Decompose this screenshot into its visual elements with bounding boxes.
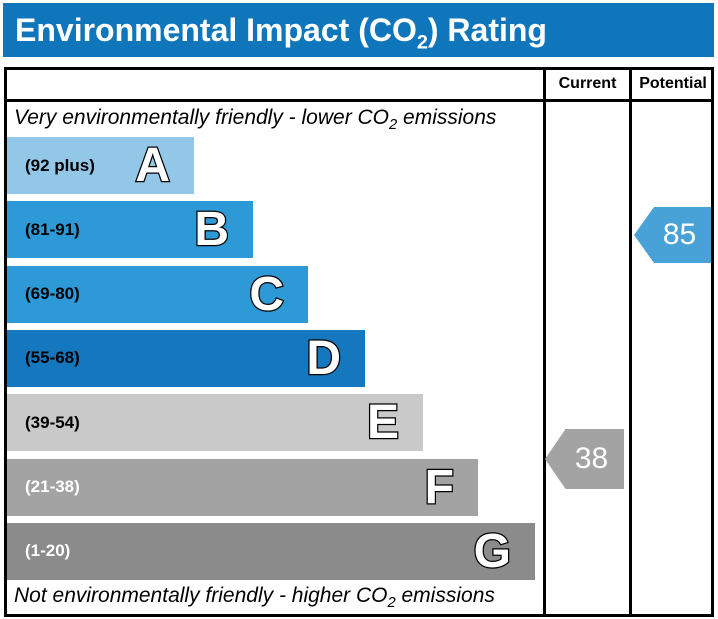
band-range-label: (81-91) <box>25 219 80 239</box>
band-letter: C <box>248 266 285 322</box>
band-range-label: (1-20) <box>25 541 71 561</box>
band-bar-g: (1-20) G <box>7 522 535 580</box>
title-subscript: 2 <box>416 30 428 53</box>
note-subscript: 2 <box>389 117 398 134</box>
band-range-label: (21-38) <box>25 477 80 497</box>
potential-rating-arrow: 85 <box>634 207 711 263</box>
current-rating-value: 38 <box>574 442 609 475</box>
page-title: Environmental Impact (CO2) Rating <box>15 11 547 53</box>
band-range-label: (39-54) <box>25 412 80 432</box>
top-note: Very environmentally friendly - lower CO… <box>14 106 497 134</box>
band-bar-f: (21-38) F <box>7 458 478 516</box>
potential-column-divider <box>629 67 632 617</box>
band-range-label: (69-80) <box>25 284 80 304</box>
current-column-divider <box>543 67 546 617</box>
band-bar-e: (39-54) E <box>7 394 423 452</box>
bottom-note: Not environmentally friendly - higher CO… <box>14 584 495 612</box>
band-bar-a: (92 plus) A <box>7 137 194 194</box>
header-row-divider <box>4 99 714 102</box>
current-column-header: Current <box>558 75 617 92</box>
band-bar-d: (55-68) D <box>7 329 365 387</box>
band-letter: E <box>366 395 401 451</box>
band-letter: B <box>193 202 230 258</box>
band-range-label: (92 plus) <box>25 155 95 175</box>
band-letter: G <box>472 524 512 580</box>
band-letter: D <box>305 331 342 387</box>
chart-title-banner: Environmental Impact (CO2) Rating <box>3 3 714 57</box>
potential-rating-value: 85 <box>662 218 697 251</box>
band-bar-b: (81-91) B <box>7 201 253 259</box>
potential-column-header: Potential <box>639 75 707 92</box>
band-letter: A <box>134 138 171 194</box>
chart-border-frame <box>4 67 714 617</box>
note-subscript: 2 <box>387 595 396 612</box>
band-range-label: (55-68) <box>25 348 80 368</box>
band-letter: F <box>423 459 455 515</box>
band-bar-c: (69-80) C <box>7 265 308 323</box>
